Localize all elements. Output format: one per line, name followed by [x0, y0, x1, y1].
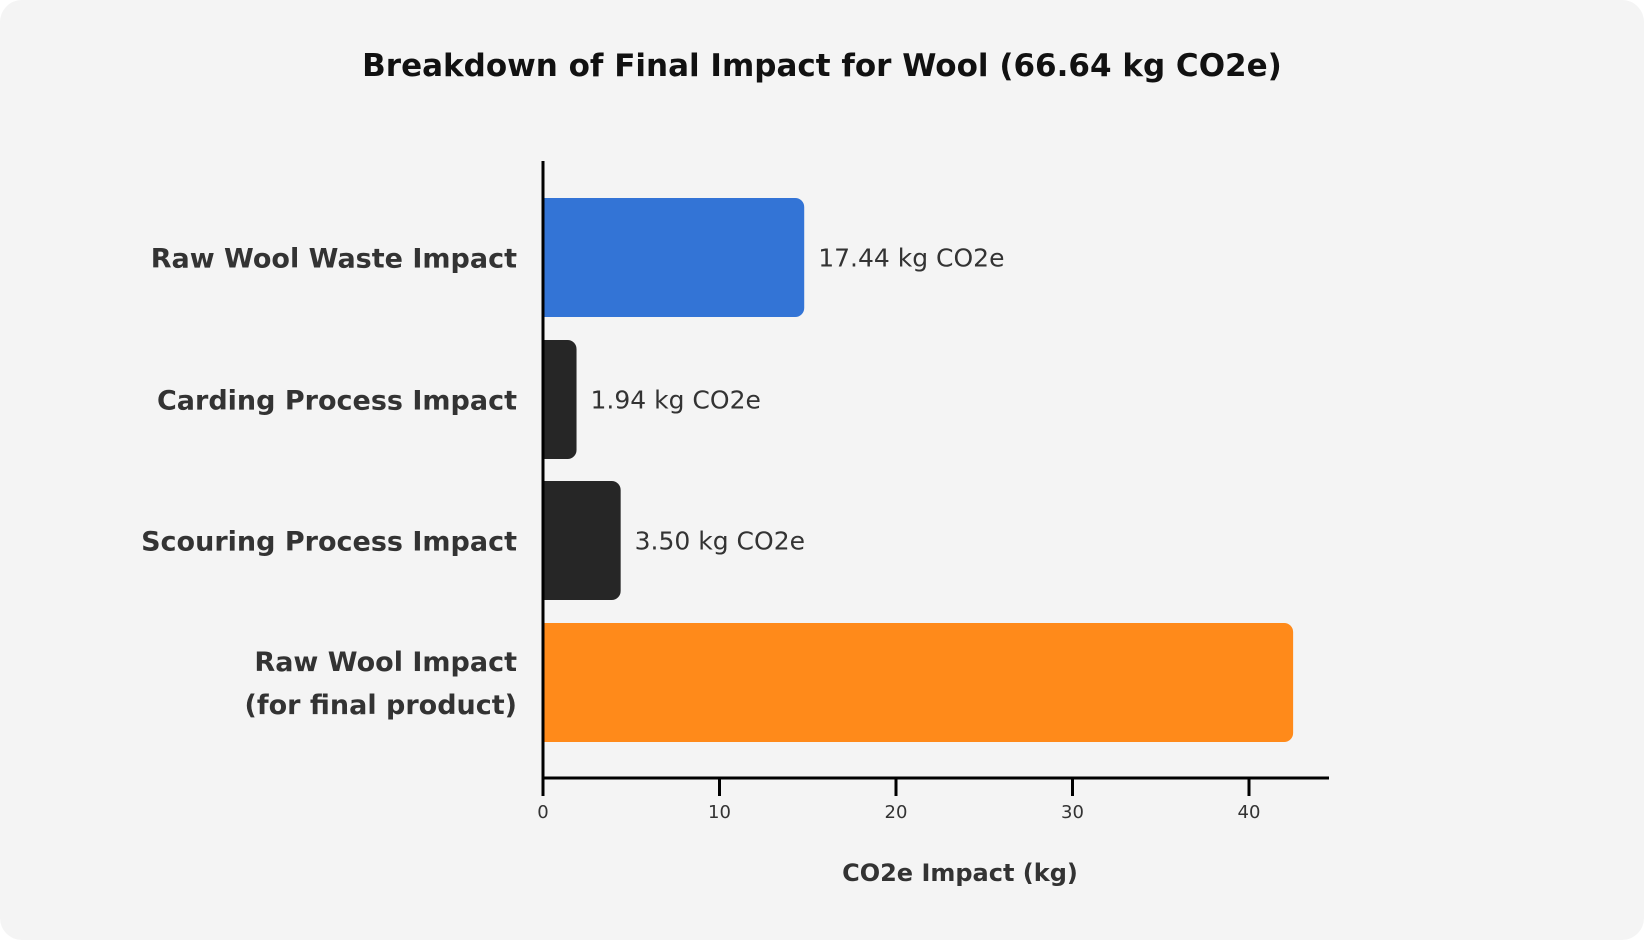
x-tick-label: 40 [1238, 802, 1261, 823]
bar-left-edge [543, 481, 555, 600]
bar [543, 198, 805, 317]
category-label: (for final product) [245, 690, 517, 721]
chart-title: Breakdown of Final Impact for Wool (66.6… [362, 48, 1282, 84]
data-label: 3.50 kg CO2e [635, 527, 805, 556]
bar [543, 623, 1294, 742]
category-label: Raw Wool Impact [254, 647, 517, 678]
data-label: 17.44 kg CO2e [818, 244, 1004, 273]
bar-left-edge [543, 198, 555, 317]
category-label: Carding Process Impact [157, 386, 517, 417]
x-tick-label: 20 [885, 802, 908, 823]
category-label: Scouring Process Impact [141, 527, 517, 558]
x-axis-label: CO2e Impact (kg) [842, 859, 1078, 887]
bar [543, 481, 621, 600]
category-label: Raw Wool Waste Impact [151, 244, 517, 275]
bar-left-edge [543, 340, 555, 459]
bar-left-edge [543, 623, 555, 742]
data-label: 1.94 kg CO2e [591, 386, 761, 415]
x-tick-label: 0 [537, 802, 548, 823]
x-tick-label: 10 [708, 802, 731, 823]
x-tick-label: 30 [1061, 802, 1084, 823]
